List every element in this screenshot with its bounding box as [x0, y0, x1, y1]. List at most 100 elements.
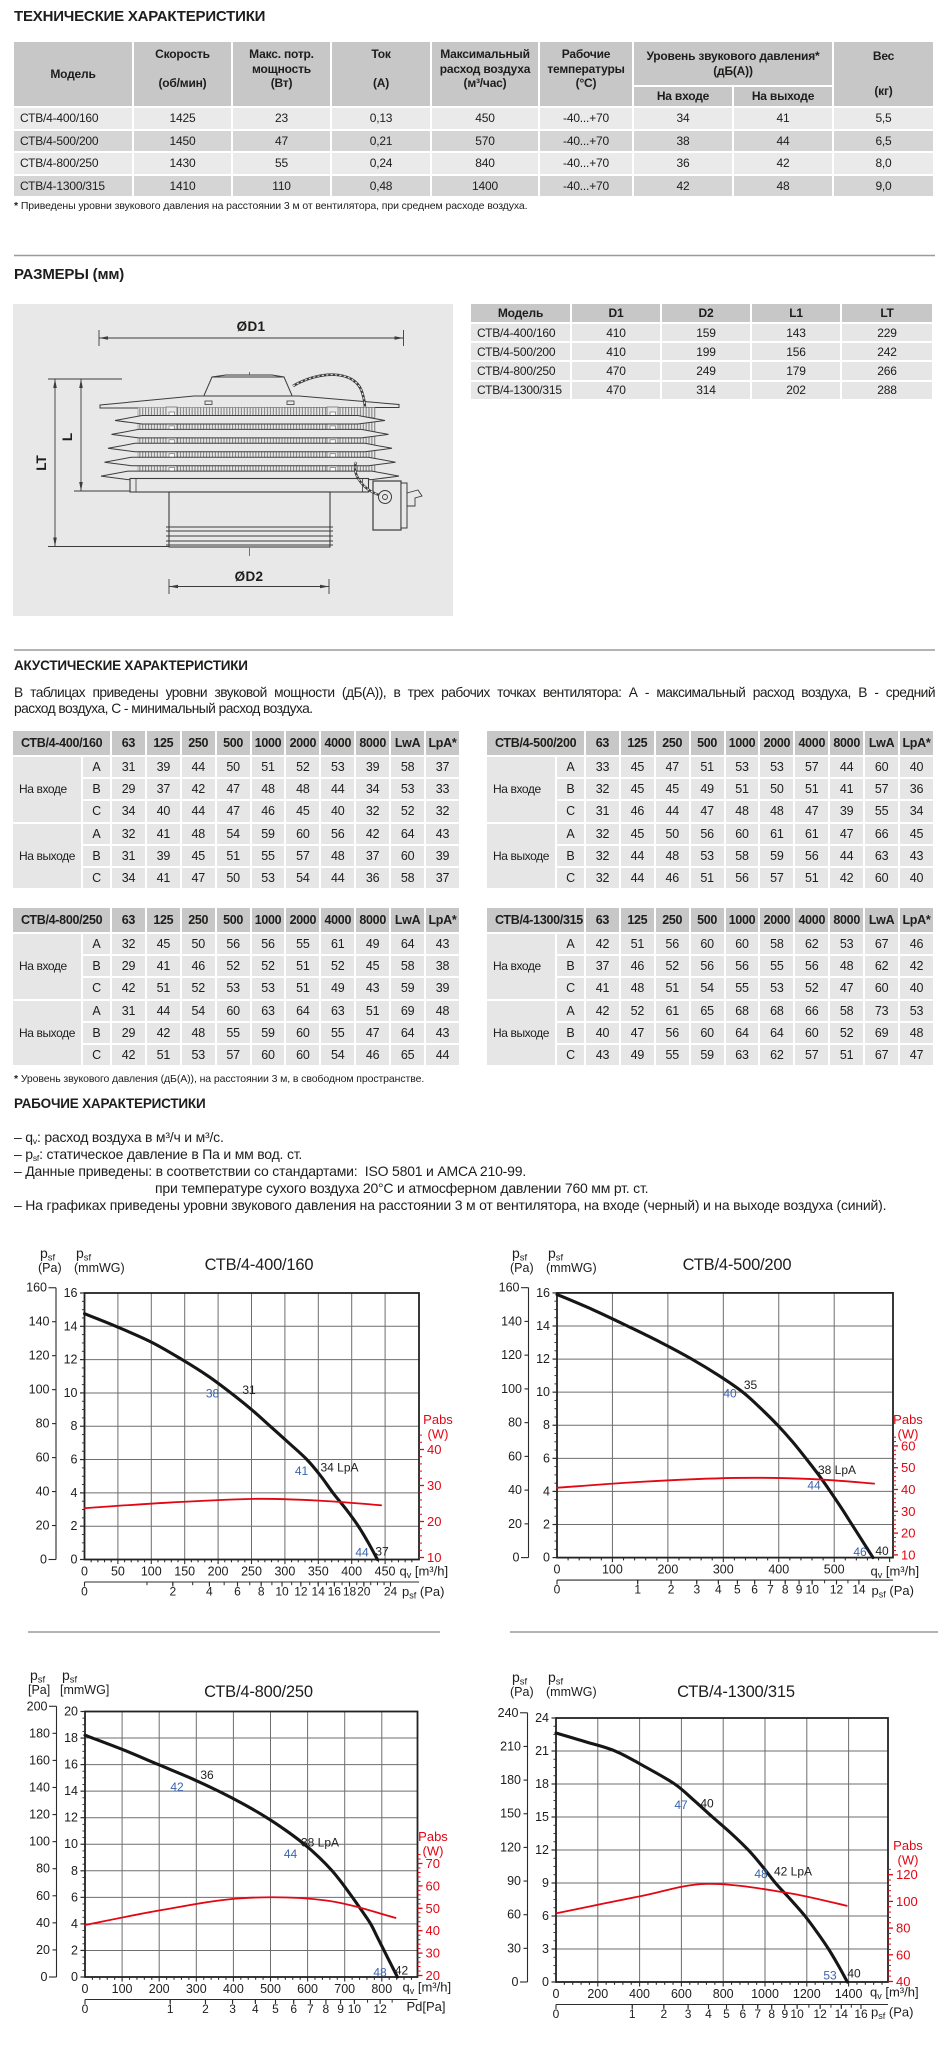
- svg-text:0: 0: [82, 2002, 89, 2016]
- svg-text:14: 14: [852, 1583, 866, 1597]
- svg-text:(W): (W): [423, 1844, 444, 1859]
- svg-text:80: 80: [896, 1921, 910, 1936]
- svg-text:100: 100: [602, 1563, 623, 1577]
- svg-text:40: 40: [875, 1544, 889, 1558]
- svg-text:53: 53: [823, 1969, 837, 1983]
- svg-text:20: 20: [901, 1526, 915, 1541]
- svg-text:300: 300: [274, 1565, 295, 1579]
- svg-text:(mmWG): (mmWG): [74, 1261, 125, 1275]
- svg-text:10: 10: [275, 1585, 289, 1599]
- svg-text:100: 100: [896, 1894, 918, 1909]
- svg-text:40: 40: [36, 1485, 50, 1499]
- svg-text:180: 180: [29, 1726, 50, 1740]
- svg-text:8: 8: [71, 1419, 78, 1433]
- svg-text:20: 20: [427, 1514, 441, 1529]
- svg-text:0: 0: [543, 1551, 550, 1565]
- svg-text:9: 9: [337, 2002, 344, 2016]
- svg-text:6: 6: [542, 1909, 549, 1923]
- svg-text:80: 80: [508, 1416, 522, 1430]
- svg-text:14: 14: [312, 1585, 326, 1599]
- svg-text:400: 400: [768, 1563, 789, 1577]
- svg-text:1400: 1400: [835, 1987, 863, 2001]
- svg-text:3: 3: [229, 2002, 236, 2016]
- svg-text:9: 9: [542, 1876, 549, 1890]
- svg-text:700: 700: [334, 1982, 355, 1996]
- svg-text:2: 2: [169, 1585, 176, 1599]
- svg-text:90: 90: [507, 1874, 521, 1888]
- svg-text:0: 0: [554, 1583, 561, 1597]
- svg-text:Pabs: Pabs: [893, 1838, 923, 1853]
- svg-text:10: 10: [901, 1547, 915, 1562]
- svg-text:31: 31: [242, 1383, 256, 1397]
- svg-text:40: 40: [896, 1974, 910, 1989]
- svg-text:СТВ/4-1300/315: СТВ/4-1300/315: [677, 1683, 795, 1701]
- svg-text:9: 9: [781, 2007, 788, 2021]
- svg-text:ØD1: ØD1: [237, 319, 266, 334]
- svg-text:12: 12: [535, 1843, 549, 1857]
- svg-text:40: 40: [426, 1923, 440, 1938]
- svg-text:18: 18: [64, 1731, 78, 1745]
- svg-text:800: 800: [371, 1982, 392, 1996]
- svg-text:4: 4: [715, 1583, 722, 1597]
- svg-text:(W): (W): [898, 1853, 919, 1868]
- svg-text:psf (Pa): psf (Pa): [871, 2005, 913, 2022]
- svg-text:30: 30: [901, 1504, 915, 1519]
- svg-text:20: 20: [64, 1705, 78, 1719]
- svg-text:7: 7: [767, 1583, 774, 1597]
- svg-text:24: 24: [535, 1711, 549, 1725]
- svg-text:300: 300: [186, 1982, 207, 1996]
- svg-text:10: 10: [348, 2002, 362, 2016]
- svg-text:8: 8: [71, 1864, 78, 1878]
- svg-text:200: 200: [657, 1563, 678, 1577]
- svg-text:6: 6: [751, 1583, 758, 1597]
- svg-text:0: 0: [81, 1585, 88, 1599]
- svg-text:100: 100: [29, 1835, 50, 1849]
- svg-text:100: 100: [29, 1383, 50, 1397]
- svg-text:50: 50: [426, 1901, 440, 1916]
- svg-text:3: 3: [693, 1583, 700, 1597]
- svg-text:500: 500: [824, 1563, 845, 1577]
- svg-text:12: 12: [830, 1583, 844, 1597]
- svg-text:1: 1: [634, 1583, 641, 1597]
- svg-text:6: 6: [543, 1451, 550, 1465]
- svg-text:60: 60: [36, 1889, 50, 1903]
- svg-text:40: 40: [427, 1442, 441, 1457]
- svg-text:4: 4: [543, 1484, 550, 1498]
- svg-text:400: 400: [223, 1982, 244, 1996]
- svg-text:40: 40: [723, 1387, 737, 1401]
- svg-text:5: 5: [734, 1583, 741, 1597]
- svg-text:42: 42: [395, 1964, 409, 1978]
- svg-text:6: 6: [71, 1453, 78, 1467]
- svg-text:qv [m³/h]: qv [m³/h]: [871, 1564, 920, 1581]
- svg-text:8: 8: [768, 2007, 775, 2021]
- svg-text:6: 6: [234, 1585, 241, 1599]
- svg-text:psf (Pa): psf (Pa): [872, 1583, 914, 1600]
- svg-text:qv [m³/h]: qv [m³/h]: [403, 1980, 452, 1997]
- svg-text:350: 350: [308, 1565, 329, 1579]
- svg-text:46: 46: [853, 1545, 867, 1559]
- svg-text:12: 12: [536, 1352, 550, 1366]
- svg-text:2: 2: [543, 1518, 550, 1532]
- svg-text:psf (Pa): psf (Pa): [402, 1584, 444, 1601]
- svg-text:35: 35: [744, 1378, 758, 1392]
- svg-text:18: 18: [535, 1777, 549, 1791]
- svg-text:12: 12: [813, 2007, 827, 2021]
- svg-text:100: 100: [141, 1565, 162, 1579]
- svg-text:2: 2: [660, 2007, 667, 2021]
- svg-text:1: 1: [629, 2007, 636, 2021]
- svg-text:0: 0: [81, 1565, 88, 1579]
- svg-text:0: 0: [512, 1975, 519, 1989]
- svg-text:Pabs: Pabs: [418, 1829, 448, 1844]
- svg-text:18: 18: [343, 1585, 357, 1599]
- svg-text:60: 60: [507, 1908, 521, 1922]
- svg-text:38 LpA: 38 LpA: [301, 1836, 339, 1850]
- svg-text:[Pa]: [Pa]: [28, 1683, 50, 1697]
- svg-text:37: 37: [375, 1545, 389, 1559]
- svg-text:L: L: [60, 433, 75, 441]
- svg-text:44: 44: [284, 1847, 298, 1861]
- svg-text:40: 40: [847, 1967, 861, 1981]
- svg-text:qv [m³/h]: qv [m³/h]: [400, 1564, 449, 1581]
- svg-text:16: 16: [854, 2007, 868, 2021]
- svg-text:80: 80: [36, 1417, 50, 1431]
- svg-text:0: 0: [554, 1563, 561, 1577]
